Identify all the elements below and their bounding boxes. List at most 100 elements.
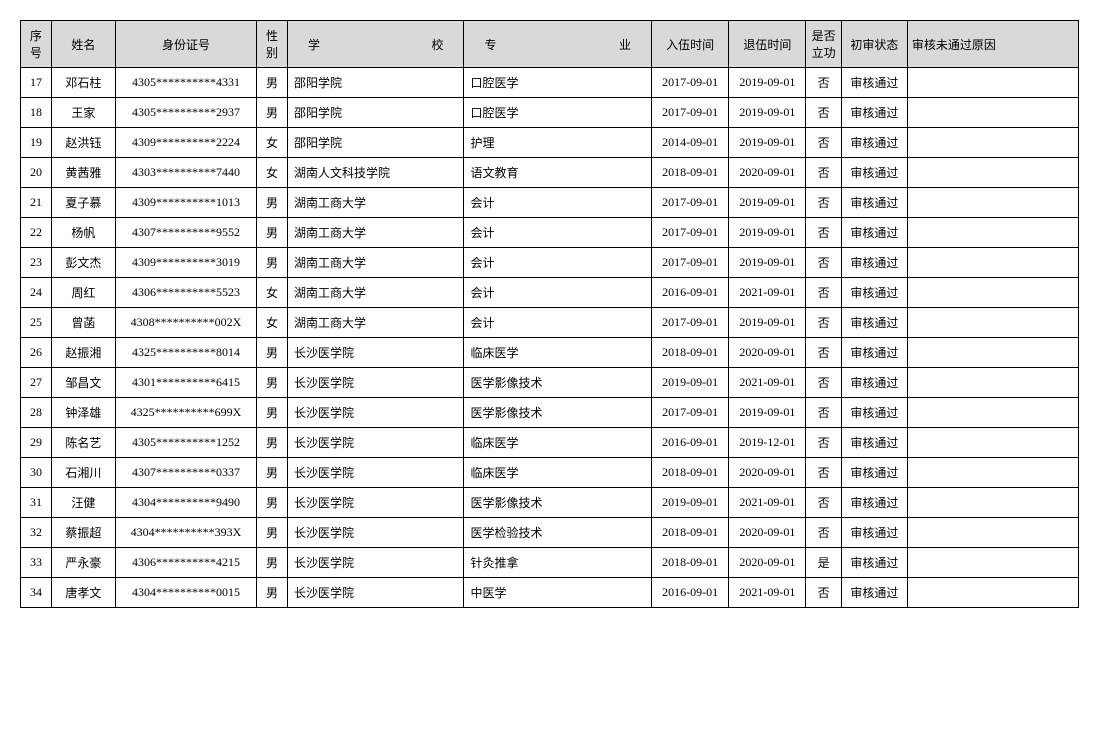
table-row: 27邹昌文4301**********6415男长沙医学院医学影像技术2019-… bbox=[21, 368, 1079, 398]
cell-enlist: 2018-09-01 bbox=[652, 338, 729, 368]
cell-reason bbox=[907, 158, 1078, 188]
cell-seq: 24 bbox=[21, 278, 52, 308]
cell-retire: 2021-09-01 bbox=[729, 578, 806, 608]
cell-enlist: 2017-09-01 bbox=[652, 308, 729, 338]
table-header: 序号姓名身份证号性别学 校专 业入伍时间退伍时间是否立功初审状态审核未通过原因 bbox=[21, 21, 1079, 68]
cell-enlist: 2018-09-01 bbox=[652, 518, 729, 548]
cell-name: 赵振湘 bbox=[51, 338, 115, 368]
cell-merit: 否 bbox=[806, 218, 841, 248]
cell-enlist: 2017-09-01 bbox=[652, 98, 729, 128]
header-gender: 性别 bbox=[257, 21, 288, 68]
data-table: 序号姓名身份证号性别学 校专 业入伍时间退伍时间是否立功初审状态审核未通过原因 … bbox=[20, 20, 1079, 608]
cell-reason bbox=[907, 128, 1078, 158]
cell-gender: 男 bbox=[257, 218, 288, 248]
cell-gender: 女 bbox=[257, 308, 288, 338]
cell-id: 4306**********4215 bbox=[115, 548, 256, 578]
table-row: 34唐孝文4304**********0015男长沙医学院中医学2016-09-… bbox=[21, 578, 1079, 608]
cell-retire: 2020-09-01 bbox=[729, 158, 806, 188]
cell-name: 陈名艺 bbox=[51, 428, 115, 458]
cell-retire: 2019-09-01 bbox=[729, 398, 806, 428]
cell-reason bbox=[907, 308, 1078, 338]
cell-enlist: 2016-09-01 bbox=[652, 278, 729, 308]
cell-enlist: 2018-09-01 bbox=[652, 158, 729, 188]
cell-merit: 否 bbox=[806, 578, 841, 608]
table-row: 17邓石柱4305**********4331男邵阳学院口腔医学2017-09-… bbox=[21, 68, 1079, 98]
cell-retire: 2019-09-01 bbox=[729, 98, 806, 128]
cell-status: 审核通过 bbox=[841, 398, 907, 428]
cell-id: 4325**********8014 bbox=[115, 338, 256, 368]
cell-gender: 男 bbox=[257, 68, 288, 98]
cell-id: 4308**********002X bbox=[115, 308, 256, 338]
cell-merit: 否 bbox=[806, 518, 841, 548]
cell-status: 审核通过 bbox=[841, 68, 907, 98]
cell-retire: 2020-09-01 bbox=[729, 458, 806, 488]
cell-name: 钟泽雄 bbox=[51, 398, 115, 428]
cell-school: 湖南工商大学 bbox=[287, 248, 464, 278]
header-merit: 是否立功 bbox=[806, 21, 841, 68]
cell-retire: 2019-09-01 bbox=[729, 218, 806, 248]
cell-id: 4325**********699X bbox=[115, 398, 256, 428]
cell-reason bbox=[907, 488, 1078, 518]
table-row: 24周红4306**********5523女湖南工商大学会计2016-09-0… bbox=[21, 278, 1079, 308]
cell-major: 口腔医学 bbox=[464, 98, 652, 128]
cell-status: 审核通过 bbox=[841, 188, 907, 218]
cell-merit: 否 bbox=[806, 158, 841, 188]
cell-enlist: 2016-09-01 bbox=[652, 428, 729, 458]
cell-name: 邹昌文 bbox=[51, 368, 115, 398]
cell-gender: 男 bbox=[257, 98, 288, 128]
cell-gender: 男 bbox=[257, 548, 288, 578]
cell-id: 4309**********3019 bbox=[115, 248, 256, 278]
cell-seq: 26 bbox=[21, 338, 52, 368]
header-reason: 审核未通过原因 bbox=[907, 21, 1078, 68]
cell-enlist: 2019-09-01 bbox=[652, 368, 729, 398]
cell-id: 4305**********4331 bbox=[115, 68, 256, 98]
cell-seq: 30 bbox=[21, 458, 52, 488]
cell-major: 针灸推拿 bbox=[464, 548, 652, 578]
cell-enlist: 2016-09-01 bbox=[652, 578, 729, 608]
cell-major: 临床医学 bbox=[464, 458, 652, 488]
cell-gender: 男 bbox=[257, 428, 288, 458]
header-retire: 退伍时间 bbox=[729, 21, 806, 68]
cell-seq: 29 bbox=[21, 428, 52, 458]
cell-school: 湖南工商大学 bbox=[287, 308, 464, 338]
cell-major: 语文教育 bbox=[464, 158, 652, 188]
table-row: 22杨帆4307**********9552男湖南工商大学会计2017-09-0… bbox=[21, 218, 1079, 248]
cell-reason bbox=[907, 278, 1078, 308]
cell-id: 4303**********7440 bbox=[115, 158, 256, 188]
cell-gender: 男 bbox=[257, 248, 288, 278]
cell-id: 4307**********0337 bbox=[115, 458, 256, 488]
cell-school: 长沙医学院 bbox=[287, 428, 464, 458]
cell-enlist: 2014-09-01 bbox=[652, 128, 729, 158]
cell-reason bbox=[907, 368, 1078, 398]
cell-seq: 23 bbox=[21, 248, 52, 278]
cell-reason bbox=[907, 428, 1078, 458]
header-name: 姓名 bbox=[51, 21, 115, 68]
cell-major: 中医学 bbox=[464, 578, 652, 608]
cell-enlist: 2017-09-01 bbox=[652, 398, 729, 428]
cell-name: 彭文杰 bbox=[51, 248, 115, 278]
cell-status: 审核通过 bbox=[841, 338, 907, 368]
cell-school: 长沙医学院 bbox=[287, 488, 464, 518]
table-row: 29陈名艺4305**********1252男长沙医学院临床医学2016-09… bbox=[21, 428, 1079, 458]
cell-status: 审核通过 bbox=[841, 518, 907, 548]
cell-gender: 男 bbox=[257, 398, 288, 428]
cell-school: 长沙医学院 bbox=[287, 518, 464, 548]
table-row: 20黄茜雅4303**********7440女湖南人文科技学院语文教育2018… bbox=[21, 158, 1079, 188]
cell-school: 湖南工商大学 bbox=[287, 188, 464, 218]
table-row: 23彭文杰4309**********3019男湖南工商大学会计2017-09-… bbox=[21, 248, 1079, 278]
cell-enlist: 2019-09-01 bbox=[652, 488, 729, 518]
cell-reason bbox=[907, 188, 1078, 218]
header-major: 专 业 bbox=[464, 21, 652, 68]
cell-name: 严永豪 bbox=[51, 548, 115, 578]
cell-status: 审核通过 bbox=[841, 128, 907, 158]
cell-status: 审核通过 bbox=[841, 308, 907, 338]
table-row: 21夏子慕4309**********1013男湖南工商大学会计2017-09-… bbox=[21, 188, 1079, 218]
table-row: 19赵洪钰4309**********2224女邵阳学院护理2014-09-01… bbox=[21, 128, 1079, 158]
cell-reason bbox=[907, 398, 1078, 428]
cell-status: 审核通过 bbox=[841, 248, 907, 278]
cell-seq: 33 bbox=[21, 548, 52, 578]
cell-status: 审核通过 bbox=[841, 428, 907, 458]
cell-name: 赵洪钰 bbox=[51, 128, 115, 158]
cell-status: 审核通过 bbox=[841, 548, 907, 578]
cell-retire: 2019-09-01 bbox=[729, 308, 806, 338]
